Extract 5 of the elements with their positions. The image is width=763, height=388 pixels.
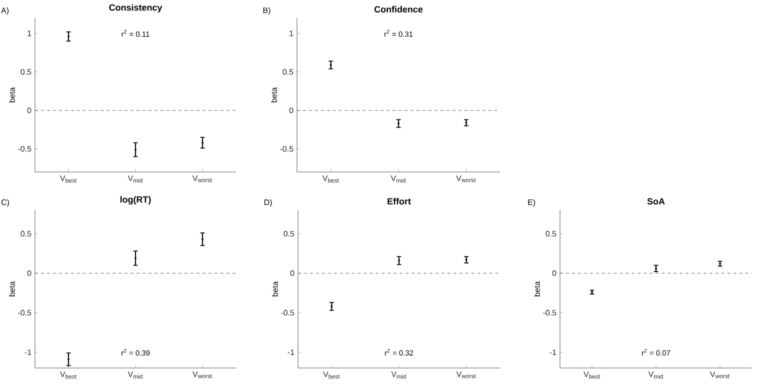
chart-title: Confidence [374,6,423,13]
chart-title: log(RT) [120,196,151,205]
chart-title: Effort [388,198,411,205]
chart-title: Consistency [109,4,162,12]
chart-title: SoA [647,198,665,205]
